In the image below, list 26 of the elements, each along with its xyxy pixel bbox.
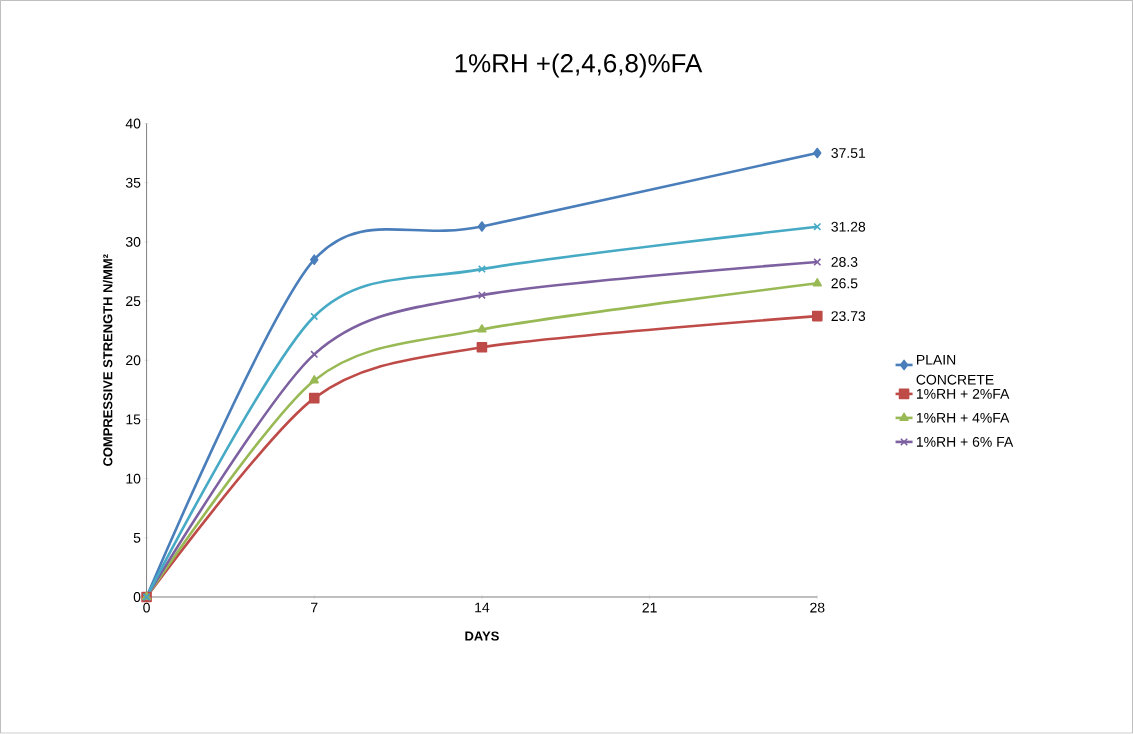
x-tick-label: 7 [311, 602, 318, 613]
y-tick-label: 35 [125, 177, 141, 188]
legend-label: 1%RH + 2%FA [916, 389, 1010, 399]
legend-label: 1%RH + 4%FA [916, 413, 1010, 423]
x-tick-label: 14 [475, 602, 490, 613]
y-tick-label: 20 [126, 355, 141, 366]
x-tick-label: 0 [143, 602, 150, 613]
y-tick-label: 30 [125, 237, 141, 248]
legend-label: 1%RH + 6% FA [916, 437, 1014, 447]
data-label: 31.28 [831, 222, 866, 232]
data-label: 37.51 [831, 148, 866, 159]
y-tick-label: 15 [126, 414, 141, 425]
chart-title: 1%RH +(2,4,6,8)%FA [455, 53, 703, 78]
data-label: 26.5 [831, 278, 858, 289]
y-tick-label: 0 [133, 592, 141, 603]
y-tick-label: 40 [125, 118, 141, 129]
y-tick-label: 5 [133, 533, 141, 543]
data-label: 23.73 [831, 311, 866, 322]
y-axis-title: COMPRESSIVE STRENGTH N/MM² [102, 254, 113, 467]
x-axis-title: DAYS [465, 631, 499, 641]
y-tick-label: 25 [126, 296, 141, 307]
data-label: 28.3 [831, 257, 858, 268]
legend-label: PLAIN CONCRETE [916, 355, 994, 385]
y-tick-label: 10 [126, 473, 141, 484]
x-tick-label: 28 [810, 602, 825, 613]
x-tick-label: 21 [642, 602, 657, 613]
